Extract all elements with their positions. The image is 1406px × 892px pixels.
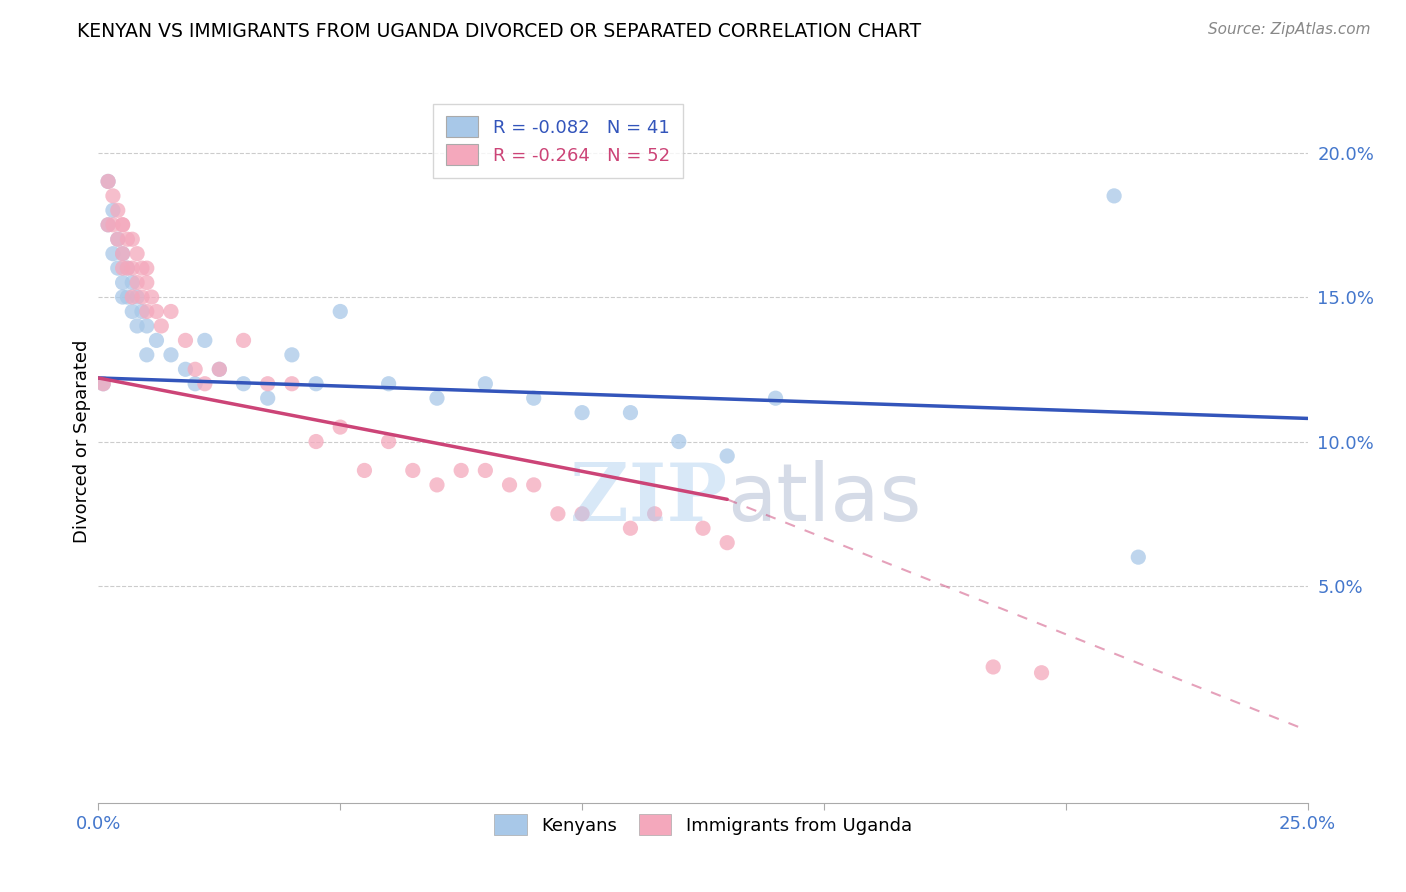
Point — [97, 174, 120, 188]
Point — [184, 362, 207, 376]
Point — [571, 507, 593, 521]
Point — [256, 391, 278, 405]
Point — [135, 261, 157, 276]
Point — [523, 478, 546, 492]
Point — [107, 203, 129, 218]
Point — [716, 535, 738, 549]
Point — [127, 276, 149, 290]
Point — [256, 376, 278, 391]
Point — [208, 362, 231, 376]
Point — [329, 304, 352, 318]
Point — [121, 232, 143, 246]
Point — [107, 232, 129, 246]
Point — [523, 391, 546, 405]
Point — [91, 376, 114, 391]
Point — [111, 276, 134, 290]
Text: Source: ZipAtlas.com: Source: ZipAtlas.com — [1208, 22, 1371, 37]
Point — [160, 304, 183, 318]
Point — [111, 261, 134, 276]
Point — [174, 334, 197, 348]
Point — [305, 434, 328, 449]
Point — [1102, 189, 1125, 203]
Point — [426, 478, 449, 492]
Point — [716, 449, 738, 463]
Point — [1031, 665, 1053, 680]
Point — [450, 463, 472, 477]
Point — [117, 232, 139, 246]
Point — [131, 290, 153, 304]
Point — [111, 218, 134, 232]
Point — [111, 290, 134, 304]
Point — [668, 434, 690, 449]
Point — [135, 348, 157, 362]
Point — [141, 290, 163, 304]
Point — [402, 463, 425, 477]
Text: ZIP: ZIP — [571, 460, 727, 539]
Point — [111, 246, 134, 260]
Point — [353, 463, 375, 477]
Text: KENYAN VS IMMIGRANTS FROM UGANDA DIVORCED OR SEPARATED CORRELATION CHART: KENYAN VS IMMIGRANTS FROM UGANDA DIVORCE… — [77, 22, 921, 41]
Point — [131, 304, 153, 318]
Point — [117, 290, 139, 304]
Point — [329, 420, 352, 434]
Point — [305, 376, 328, 391]
Point — [135, 318, 157, 333]
Point — [208, 362, 231, 376]
Point — [111, 218, 134, 232]
Point — [107, 261, 129, 276]
Point — [498, 478, 520, 492]
Point — [232, 376, 254, 391]
Point — [765, 391, 787, 405]
Point — [644, 507, 666, 521]
Y-axis label: Divorced or Separated: Divorced or Separated — [73, 340, 91, 543]
Point — [619, 521, 641, 535]
Text: atlas: atlas — [727, 460, 921, 539]
Point — [474, 463, 496, 477]
Point — [121, 304, 143, 318]
Point — [101, 218, 124, 232]
Point — [1128, 550, 1150, 565]
Point — [121, 276, 143, 290]
Point — [135, 304, 157, 318]
Point — [117, 261, 139, 276]
Point — [111, 246, 134, 260]
Legend: Kenyans, Immigrants from Uganda: Kenyans, Immigrants from Uganda — [485, 805, 921, 845]
Point — [692, 521, 714, 535]
Point — [101, 246, 124, 260]
Point — [117, 261, 139, 276]
Point — [131, 261, 153, 276]
Point — [121, 261, 143, 276]
Point — [194, 376, 217, 391]
Point — [127, 290, 149, 304]
Point — [281, 348, 304, 362]
Point — [547, 507, 569, 521]
Point — [135, 276, 157, 290]
Point — [127, 246, 149, 260]
Point — [232, 334, 254, 348]
Point — [127, 318, 149, 333]
Point — [619, 406, 641, 420]
Point — [97, 218, 120, 232]
Point — [145, 334, 167, 348]
Point — [150, 318, 173, 333]
Point — [194, 334, 217, 348]
Point — [101, 189, 124, 203]
Point — [571, 406, 593, 420]
Point — [377, 434, 399, 449]
Point — [91, 376, 114, 391]
Point — [97, 174, 120, 188]
Point — [97, 218, 120, 232]
Point — [174, 362, 197, 376]
Point — [981, 660, 1004, 674]
Point — [145, 304, 167, 318]
Point — [107, 232, 129, 246]
Point — [474, 376, 496, 391]
Point — [101, 203, 124, 218]
Point — [184, 376, 207, 391]
Point — [426, 391, 449, 405]
Point — [281, 376, 304, 391]
Point — [121, 290, 143, 304]
Point — [377, 376, 399, 391]
Point — [160, 348, 183, 362]
